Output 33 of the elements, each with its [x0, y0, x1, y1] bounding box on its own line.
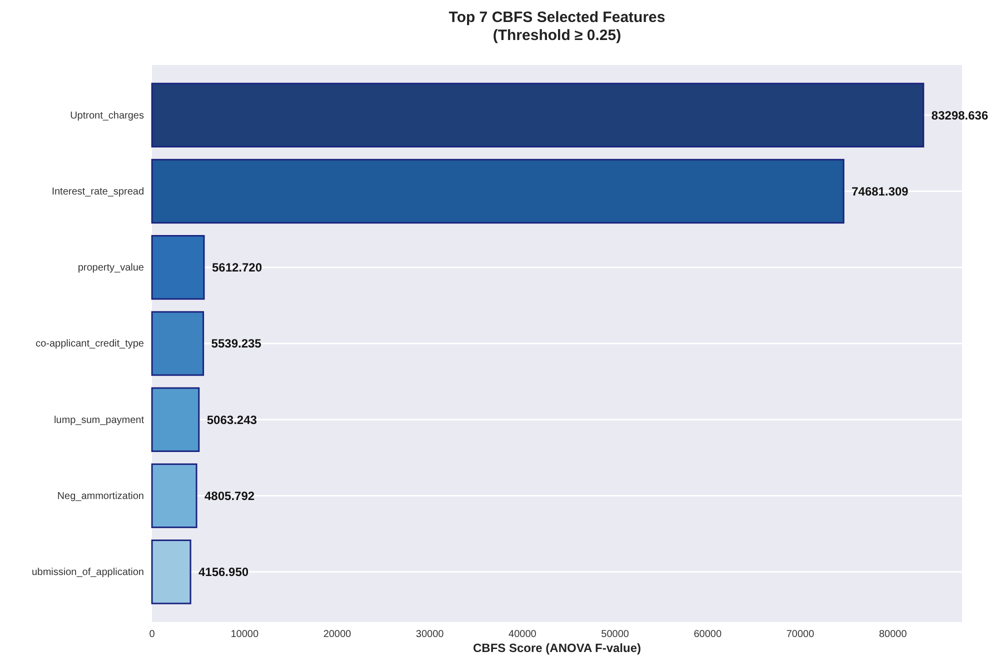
bar: [151, 311, 204, 376]
x-tick-label: 40000: [508, 629, 537, 640]
y-tick-label: Interest_rate_spread: [52, 186, 144, 198]
y-tick-label: Neg_ammortization: [57, 490, 144, 502]
data-label: 83298.636: [931, 108, 988, 122]
chart-title: Top 7 CBFS Selected Features: [448, 9, 666, 26]
x-tick-label: 20000: [323, 629, 352, 640]
bar: [151, 235, 205, 300]
bar: [151, 158, 844, 224]
chart-subtitle: (Threshold ≥ 0.25): [492, 27, 622, 44]
x-tick-label: 60000: [694, 629, 722, 640]
data-label: 4156.950: [198, 565, 249, 580]
data-label: 74681.309: [852, 184, 909, 198]
bar: [151, 82, 924, 148]
y-tick-label: Uptront_charges: [70, 110, 144, 122]
x-axis-title: CBFS Score (ANOVA F-value): [472, 641, 642, 655]
bar: [151, 540, 192, 604]
data-label: 5063.243: [206, 412, 258, 427]
data-label: 5539.235: [211, 336, 262, 351]
x-tick-label: 50000: [601, 629, 630, 640]
y-tick-label: lump_sum_payment: [54, 414, 144, 426]
bar: [151, 387, 200, 452]
data-label: 5612.720: [212, 260, 262, 275]
x-tick-label: 70000: [786, 629, 815, 640]
x-tick-label: 30000: [416, 629, 444, 640]
x-tick-label: 80000: [878, 629, 908, 640]
y-tick-label: property_value: [78, 262, 144, 274]
data-label: 4805.792: [204, 488, 255, 503]
y-tick-label: co-applicant_credit_type: [36, 338, 144, 350]
x-tick-label: 10000: [230, 629, 259, 640]
bar: [151, 463, 198, 528]
x-tick-label: 0: [149, 629, 156, 640]
y-tick-label: ubmission_of_application: [32, 567, 144, 578]
